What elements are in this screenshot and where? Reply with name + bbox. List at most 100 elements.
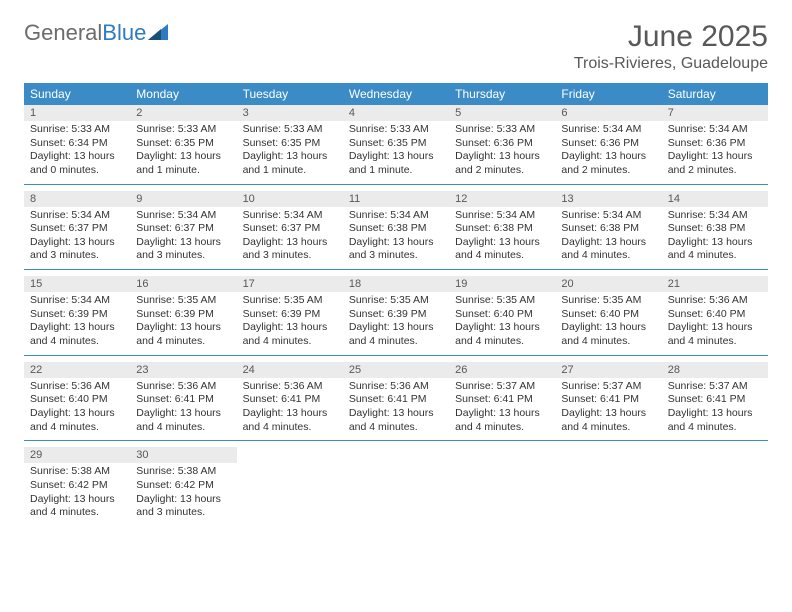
daylight-line1: Daylight: 13 hours xyxy=(243,321,337,335)
logo: GeneralBlue xyxy=(24,20,168,46)
day-number: 6 xyxy=(555,105,661,121)
day-body: Sunrise: 5:37 AMSunset: 6:41 PMDaylight:… xyxy=(449,378,555,441)
sunset-text: Sunset: 6:36 PM xyxy=(668,137,762,151)
sunset-text: Sunset: 6:41 PM xyxy=(243,393,337,407)
calendar-cell: 3Sunrise: 5:33 AMSunset: 6:35 PMDaylight… xyxy=(237,105,343,184)
page: GeneralBlue June 2025 Trois-Rivieres, Gu… xyxy=(0,0,792,552)
day-number: 15 xyxy=(24,276,130,292)
daylight-line1: Daylight: 13 hours xyxy=(455,236,549,250)
sunset-text: Sunset: 6:39 PM xyxy=(136,308,230,322)
calendar-cell: 20Sunrise: 5:35 AMSunset: 6:40 PMDayligh… xyxy=(555,276,661,355)
calendar-cell: 6Sunrise: 5:34 AMSunset: 6:36 PMDaylight… xyxy=(555,105,661,184)
calendar-cell: 23Sunrise: 5:36 AMSunset: 6:41 PMDayligh… xyxy=(130,362,236,441)
weekday-sat: Saturday xyxy=(662,83,768,105)
day-body: Sunrise: 5:36 AMSunset: 6:40 PMDaylight:… xyxy=(24,378,130,441)
sunrise-text: Sunrise: 5:36 AM xyxy=(30,380,124,394)
sunrise-text: Sunrise: 5:36 AM xyxy=(668,294,762,308)
calendar-cell xyxy=(662,447,768,526)
sunset-text: Sunset: 6:42 PM xyxy=(136,479,230,493)
day-body: Sunrise: 5:35 AMSunset: 6:39 PMDaylight:… xyxy=(343,292,449,355)
weekday-tue: Tuesday xyxy=(237,83,343,105)
daylight-line1: Daylight: 13 hours xyxy=(668,321,762,335)
sunrise-text: Sunrise: 5:33 AM xyxy=(349,123,443,137)
day-number: 25 xyxy=(343,362,449,378)
day-body: Sunrise: 5:34 AMSunset: 6:38 PMDaylight:… xyxy=(449,207,555,270)
sunset-text: Sunset: 6:42 PM xyxy=(30,479,124,493)
day-number: 18 xyxy=(343,276,449,292)
day-number: 30 xyxy=(130,447,236,463)
weekday-fri: Friday xyxy=(555,83,661,105)
day-body: Sunrise: 5:36 AMSunset: 6:41 PMDaylight:… xyxy=(237,378,343,441)
sunrise-text: Sunrise: 5:34 AM xyxy=(561,209,655,223)
sunset-text: Sunset: 6:38 PM xyxy=(668,222,762,236)
sunrise-text: Sunrise: 5:35 AM xyxy=(561,294,655,308)
day-number: 5 xyxy=(449,105,555,121)
daylight-line2: and 4 minutes. xyxy=(136,421,230,435)
day-body: Sunrise: 5:33 AMSunset: 6:35 PMDaylight:… xyxy=(237,121,343,184)
sunset-text: Sunset: 6:35 PM xyxy=(136,137,230,151)
sunrise-text: Sunrise: 5:36 AM xyxy=(136,380,230,394)
logo-word-1: General xyxy=(24,20,102,46)
day-body: Sunrise: 5:34 AMSunset: 6:36 PMDaylight:… xyxy=(555,121,661,184)
sunset-text: Sunset: 6:40 PM xyxy=(30,393,124,407)
logo-word-2: Blue xyxy=(102,20,146,46)
calendar-cell: 9Sunrise: 5:34 AMSunset: 6:37 PMDaylight… xyxy=(130,191,236,270)
daylight-line2: and 4 minutes. xyxy=(30,421,124,435)
day-number: 8 xyxy=(24,191,130,207)
calendar-body: 1Sunrise: 5:33 AMSunset: 6:34 PMDaylight… xyxy=(24,105,768,526)
day-number: 26 xyxy=(449,362,555,378)
sunrise-text: Sunrise: 5:38 AM xyxy=(30,465,124,479)
calendar-cell: 17Sunrise: 5:35 AMSunset: 6:39 PMDayligh… xyxy=(237,276,343,355)
sunset-text: Sunset: 6:41 PM xyxy=(136,393,230,407)
day-body: Sunrise: 5:36 AMSunset: 6:41 PMDaylight:… xyxy=(343,378,449,441)
daylight-line2: and 1 minute. xyxy=(136,164,230,178)
daylight-line2: and 2 minutes. xyxy=(561,164,655,178)
day-number: 4 xyxy=(343,105,449,121)
day-number: 28 xyxy=(662,362,768,378)
sunset-text: Sunset: 6:39 PM xyxy=(30,308,124,322)
calendar-cell: 13Sunrise: 5:34 AMSunset: 6:38 PMDayligh… xyxy=(555,191,661,270)
daylight-line1: Daylight: 13 hours xyxy=(30,321,124,335)
sunrise-text: Sunrise: 5:36 AM xyxy=(349,380,443,394)
sunset-text: Sunset: 6:41 PM xyxy=(668,393,762,407)
daylight-line1: Daylight: 13 hours xyxy=(668,150,762,164)
day-body: Sunrise: 5:35 AMSunset: 6:40 PMDaylight:… xyxy=(449,292,555,355)
day-body: Sunrise: 5:34 AMSunset: 6:39 PMDaylight:… xyxy=(24,292,130,355)
sunrise-text: Sunrise: 5:34 AM xyxy=(668,209,762,223)
day-number: 7 xyxy=(662,105,768,121)
calendar-cell: 18Sunrise: 5:35 AMSunset: 6:39 PMDayligh… xyxy=(343,276,449,355)
daylight-line1: Daylight: 13 hours xyxy=(349,407,443,421)
calendar-cell: 4Sunrise: 5:33 AMSunset: 6:35 PMDaylight… xyxy=(343,105,449,184)
day-body: Sunrise: 5:33 AMSunset: 6:35 PMDaylight:… xyxy=(343,121,449,184)
daylight-line1: Daylight: 13 hours xyxy=(561,407,655,421)
daylight-line1: Daylight: 13 hours xyxy=(30,407,124,421)
sunset-text: Sunset: 6:37 PM xyxy=(243,222,337,236)
daylight-line1: Daylight: 13 hours xyxy=(243,236,337,250)
day-number: 29 xyxy=(24,447,130,463)
day-number: 17 xyxy=(237,276,343,292)
sunrise-text: Sunrise: 5:34 AM xyxy=(136,209,230,223)
sunset-text: Sunset: 6:38 PM xyxy=(455,222,549,236)
day-body: Sunrise: 5:34 AMSunset: 6:38 PMDaylight:… xyxy=(662,207,768,270)
weekday-header: Sunday Monday Tuesday Wednesday Thursday… xyxy=(24,83,768,105)
daylight-line2: and 4 minutes. xyxy=(668,249,762,263)
sunset-text: Sunset: 6:34 PM xyxy=(30,137,124,151)
day-number: 22 xyxy=(24,362,130,378)
daylight-line1: Daylight: 13 hours xyxy=(455,321,549,335)
calendar-cell: 10Sunrise: 5:34 AMSunset: 6:37 PMDayligh… xyxy=(237,191,343,270)
day-body: Sunrise: 5:35 AMSunset: 6:39 PMDaylight:… xyxy=(237,292,343,355)
sunset-text: Sunset: 6:38 PM xyxy=(349,222,443,236)
sunset-text: Sunset: 6:40 PM xyxy=(561,308,655,322)
calendar-cell: 8Sunrise: 5:34 AMSunset: 6:37 PMDaylight… xyxy=(24,191,130,270)
sunset-text: Sunset: 6:38 PM xyxy=(561,222,655,236)
sunrise-text: Sunrise: 5:34 AM xyxy=(349,209,443,223)
day-number: 11 xyxy=(343,191,449,207)
daylight-line1: Daylight: 13 hours xyxy=(136,150,230,164)
day-number: 3 xyxy=(237,105,343,121)
sunrise-text: Sunrise: 5:34 AM xyxy=(30,209,124,223)
title-block: June 2025 Trois-Rivieres, Guadeloupe xyxy=(574,20,768,73)
sunrise-text: Sunrise: 5:33 AM xyxy=(136,123,230,137)
day-body: Sunrise: 5:38 AMSunset: 6:42 PMDaylight:… xyxy=(24,463,130,526)
sunrise-text: Sunrise: 5:33 AM xyxy=(243,123,337,137)
calendar-cell: 15Sunrise: 5:34 AMSunset: 6:39 PMDayligh… xyxy=(24,276,130,355)
